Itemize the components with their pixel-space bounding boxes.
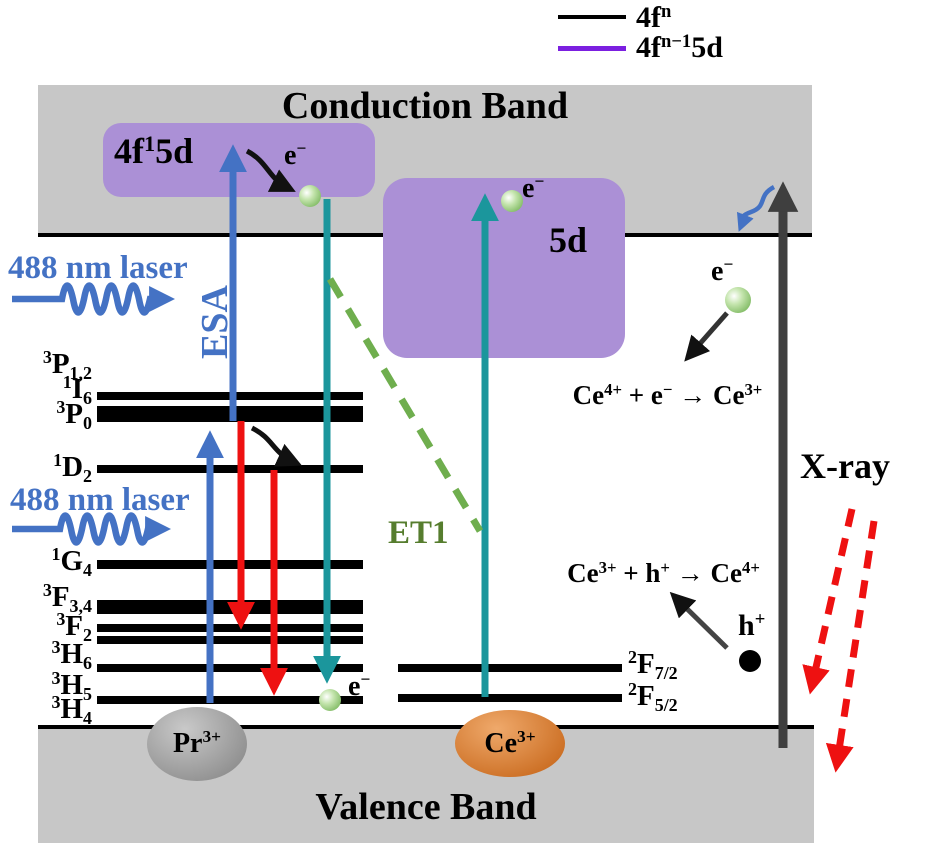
pr-level-bar-1g4 [97,560,363,569]
legend-line-4fn1-5d [558,46,626,51]
laser-wavy-arrow-2 [12,512,172,546]
pr-level-bar-3h6 [97,636,363,644]
electron-sphere-free [725,287,751,313]
electron-sphere-5d [501,190,523,212]
pr-level-label-3f2: 3F2 [56,609,92,645]
pr-level-label-1d2: 1D2 [53,450,92,486]
relaxation-arrow-5d [245,148,296,192]
pr-4f5d-label: 4f15d [114,130,194,171]
electron-sphere-ground [319,689,341,711]
xray-label: X-ray [800,446,890,486]
pr-level-label-1i6: 1I6 [62,372,92,408]
ce-ion-badge: Ce3+ [455,710,565,777]
pr-level-label-3p12: 3P1,2 [42,347,92,383]
laser-wavy-arrow-1 [12,282,176,316]
pr-level-label-3p0: 3P0 [56,397,92,433]
pr-ion-label: Pr3+ [172,727,222,759]
reaction-electron-capture: Ce4+ + e− → Ce3+ [572,379,763,410]
electron-release-arrow [736,185,776,232]
ce-ion-label: Ce3+ [484,726,536,759]
hole-capture-arrow [669,591,729,650]
pr-level-bar-3h4 [97,696,363,704]
electron-sphere-4f5d [299,185,321,207]
et1-dashed-arrow [326,277,484,533]
ce-level-bar-2f72 [398,664,622,672]
xray-dashed-arrow-1 [802,508,856,695]
pr-ion-badge: Pr3+ [147,707,247,781]
legend-label-4fn: 4fn [636,0,672,34]
ce-5d-label: 5d [549,220,588,260]
pr-level-label-3h4: 3H4 [51,692,92,728]
conduction-band-title: Conduction Band [281,85,569,127]
pr-level-bar-3h5 [97,664,363,672]
pr-level-label-3h6: 3H6 [51,637,92,673]
ce-level-label-2f72: 2F7/2 [628,647,678,683]
valence-band-title: Valence Band [315,786,537,828]
esa-label: ESA [194,285,236,359]
pr-level-label-3f34: 3F3,4 [42,580,92,616]
xray-dashed-arrow-2 [825,520,878,773]
electron-label-free: e− [711,255,734,287]
legend-line-4fn [558,15,626,19]
electron-label-4f5d: e− [284,139,307,171]
electron-label-5d: e− [522,172,545,204]
reaction-hole-capture: Ce3+ + h+ → Ce4+ [567,557,760,588]
pr-level-label-3h5: 3H5 [51,668,92,704]
ce-level-bar-2f52 [398,694,622,702]
laser-label-2: 488 nm laser [10,482,190,518]
relaxation-arrow-1d2 [250,425,302,467]
pr-level-label-1g4: 1G4 [51,544,92,580]
hole-label: h+ [738,608,766,642]
pr-level-bar-1d2 [97,465,363,473]
ce-level-label-2f52: 2F5/2 [628,679,678,715]
laser-label-1: 488 nm laser [8,250,188,286]
electron-capture-arrow [684,311,729,362]
et1-label: ET1 [388,515,449,551]
electron-label-ground: e− [348,670,371,702]
legend-label-4fn1-5d: 4fn−15d [636,30,723,64]
hole-dot [739,650,761,672]
